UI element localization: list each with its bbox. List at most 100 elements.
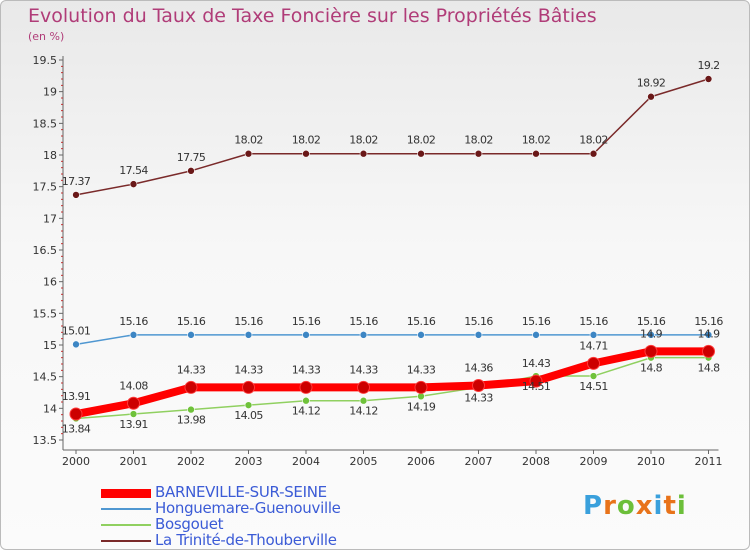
data-label: 14.33 bbox=[407, 363, 436, 376]
data-point bbox=[129, 180, 138, 188]
data-point bbox=[702, 344, 715, 358]
data-point bbox=[127, 396, 140, 410]
data-label: 15.16 bbox=[637, 315, 666, 328]
y-tick-label: 16.5 bbox=[33, 244, 58, 257]
data-point bbox=[704, 75, 713, 83]
data-label: 14.05 bbox=[234, 409, 263, 422]
data-label: 15.16 bbox=[119, 315, 148, 328]
data-label: 18.02 bbox=[292, 134, 321, 147]
data-point bbox=[184, 380, 198, 394]
data-label: 17.75 bbox=[177, 151, 206, 164]
data-point bbox=[302, 331, 310, 339]
data-point bbox=[244, 331, 253, 339]
data-label: 13.91 bbox=[119, 418, 148, 431]
data-label: 14.33 bbox=[234, 363, 263, 376]
data-point bbox=[414, 380, 428, 394]
data-label: 15.01 bbox=[62, 324, 91, 337]
logo-letter: P bbox=[583, 491, 604, 521]
data-label: 15.16 bbox=[177, 315, 206, 328]
x-tick-label: 2000 bbox=[62, 455, 90, 468]
data-point bbox=[359, 396, 368, 405]
legend-swatch bbox=[101, 540, 151, 542]
data-point bbox=[417, 149, 425, 158]
data-label: 14.12 bbox=[292, 405, 321, 418]
data-label: 14.9 bbox=[697, 327, 720, 340]
legend-label: La Trinité-de-Thouberville bbox=[155, 531, 337, 549]
data-label: 14.33 bbox=[349, 363, 378, 376]
data-point bbox=[302, 149, 310, 158]
proxiti-logo: Proxiti bbox=[583, 491, 687, 521]
data-point bbox=[129, 410, 138, 418]
data-label: 15.16 bbox=[292, 315, 321, 328]
data-point bbox=[359, 149, 368, 158]
legend-swatch bbox=[101, 508, 151, 510]
data-label: 13.91 bbox=[62, 390, 91, 403]
data-point bbox=[187, 405, 195, 414]
x-tick-label: 2009 bbox=[580, 455, 608, 468]
data-label: 15.16 bbox=[464, 315, 493, 328]
data-point bbox=[302, 396, 310, 405]
y-tick-label: 14.5 bbox=[33, 371, 58, 384]
x-tick-label: 2011 bbox=[695, 455, 723, 468]
data-point bbox=[532, 149, 540, 158]
data-label: 17.54 bbox=[119, 164, 148, 177]
y-tick-label: 19 bbox=[43, 86, 57, 99]
legend-label: Bosgouet bbox=[155, 515, 224, 533]
data-label: 18.92 bbox=[637, 77, 666, 90]
data-label: 15.16 bbox=[579, 315, 608, 328]
data-label: 15.16 bbox=[234, 315, 263, 328]
y-tick-label: 18.5 bbox=[33, 117, 58, 130]
data-point bbox=[359, 331, 368, 339]
data-label: 14.51 bbox=[579, 380, 608, 393]
x-tick-label: 2010 bbox=[637, 455, 665, 468]
y-tick-label: 17.5 bbox=[33, 181, 58, 194]
data-point bbox=[474, 149, 483, 158]
data-label: 13.84 bbox=[62, 422, 91, 435]
x-tick-label: 2004 bbox=[292, 455, 320, 468]
data-label: 18.02 bbox=[407, 134, 436, 147]
data-label: 17.37 bbox=[62, 175, 91, 188]
logo-letter: o bbox=[616, 491, 636, 521]
data-point bbox=[187, 331, 195, 339]
x-tick-label: 2003 bbox=[235, 455, 263, 468]
legend-label: BARNEVILLE-SUR-SEINE bbox=[155, 483, 327, 501]
data-point bbox=[417, 331, 425, 339]
data-point bbox=[357, 380, 370, 394]
data-point bbox=[72, 191, 80, 199]
y-tick-label: 15.5 bbox=[33, 307, 58, 320]
series-line-2 bbox=[75, 356, 709, 420]
data-label: 15.16 bbox=[349, 315, 378, 328]
y-tick-label: 16 bbox=[43, 276, 57, 289]
data-point bbox=[474, 331, 483, 339]
logo-letter: i bbox=[653, 491, 664, 521]
data-point bbox=[242, 380, 255, 394]
data-point bbox=[299, 380, 313, 394]
data-point bbox=[704, 331, 713, 339]
x-tick-label: 2001 bbox=[120, 455, 148, 468]
data-label: 14.12 bbox=[349, 405, 378, 418]
y-tick-label: 15 bbox=[43, 339, 57, 352]
y-tick-label: 17 bbox=[43, 212, 57, 225]
y-tick-label: 14 bbox=[43, 402, 57, 415]
data-label: 15.16 bbox=[407, 315, 436, 328]
data-label: 18.02 bbox=[349, 134, 378, 147]
data-label: 14.9 bbox=[640, 327, 663, 340]
data-point bbox=[529, 374, 543, 388]
data-label: 14.08 bbox=[119, 379, 148, 392]
legend-swatch bbox=[101, 524, 151, 526]
x-tick-label: 2002 bbox=[177, 455, 205, 468]
data-label: 15.16 bbox=[694, 315, 723, 328]
logo-letter: i bbox=[676, 491, 687, 521]
data-point bbox=[244, 149, 253, 158]
y-unit-label: (en %) bbox=[28, 30, 65, 43]
y-tick-label: 19.5 bbox=[33, 54, 58, 67]
data-point bbox=[472, 379, 485, 393]
legend-label: Honguemare-Guenouville bbox=[155, 499, 341, 517]
data-point bbox=[244, 401, 253, 409]
data-label: 13.98 bbox=[177, 414, 206, 427]
data-point bbox=[72, 340, 80, 349]
logo-letter: r bbox=[603, 491, 617, 521]
data-label: 14.33 bbox=[292, 363, 321, 376]
data-point bbox=[647, 92, 655, 101]
